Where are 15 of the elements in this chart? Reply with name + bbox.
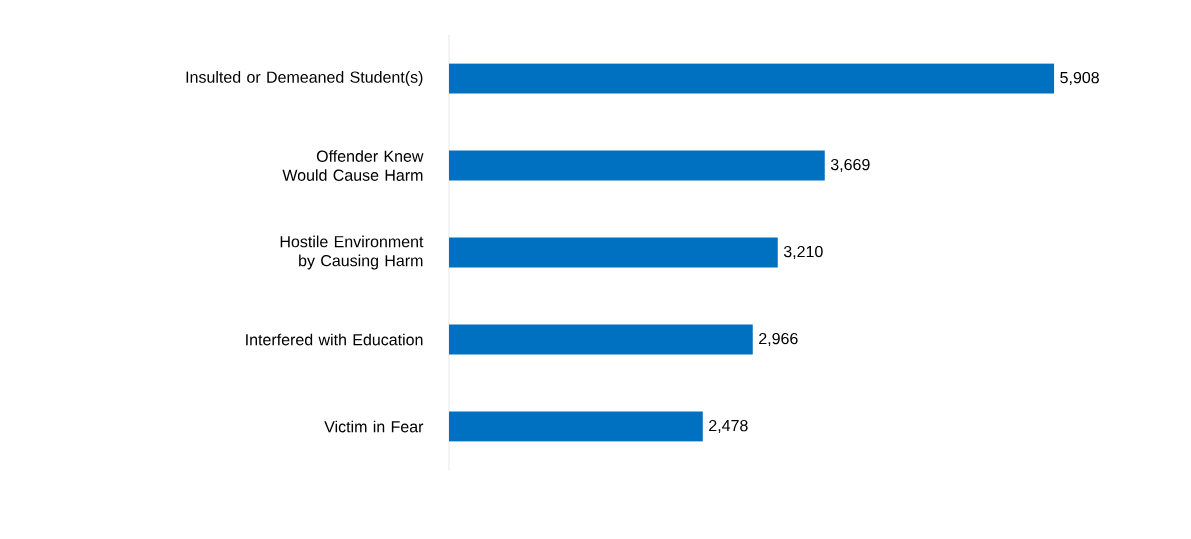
data-label: 2,966 bbox=[759, 332, 798, 347]
y-tick-label: Insulted or Demeaned Student(s) bbox=[186, 71, 423, 86]
y-tick-label: Offender Knew Would Cause Harm bbox=[282, 150, 424, 181]
y-tick-label: Interfered with Education bbox=[246, 333, 423, 346]
bar bbox=[449, 150, 825, 181]
bar bbox=[449, 324, 753, 355]
bar bbox=[449, 237, 778, 268]
y-tick-label: Victim in Fear bbox=[324, 420, 424, 433]
data-label: 5,908 bbox=[1060, 71, 1099, 86]
data-label: 2,478 bbox=[709, 419, 748, 434]
data-label: 3,210 bbox=[783, 245, 823, 260]
bar bbox=[449, 411, 703, 442]
data-label: 3,669 bbox=[830, 158, 870, 173]
y-tick-label: Hostile Environment by Causing Harm bbox=[280, 235, 424, 270]
bar bbox=[449, 63, 1055, 94]
